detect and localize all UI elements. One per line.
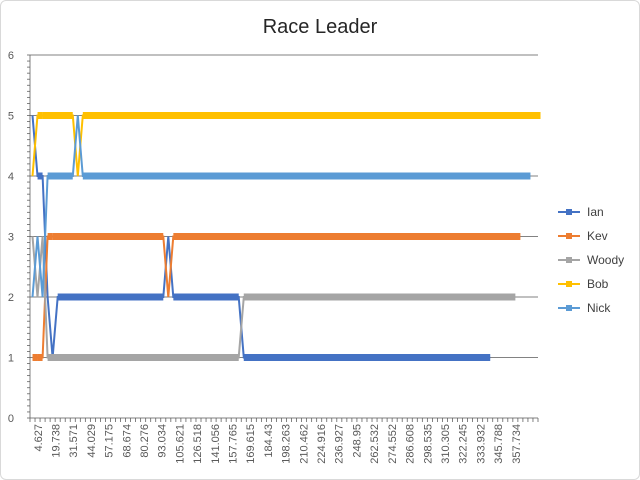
x-tick-label: 310.305 <box>440 424 452 464</box>
x-tick-label: 57.175 <box>104 424 116 458</box>
x-tick-label: 248.95 <box>351 424 363 458</box>
x-tick-label: 68.674 <box>121 424 133 458</box>
gridlines <box>30 54 538 358</box>
legend-marker-bob <box>566 281 572 287</box>
series-line-bob <box>31 114 541 177</box>
series-line-nick <box>31 115 531 298</box>
x-tick-label: 236.927 <box>334 424 346 464</box>
x-tick-label: 31.571 <box>68 424 80 458</box>
chart-title: Race Leader <box>263 16 378 38</box>
x-tick-label: 126.518 <box>192 424 204 464</box>
x-tick-label: 198.263 <box>281 424 293 464</box>
legend: Ian Kev Woody Bob Nick <box>558 205 624 315</box>
y-tick-label: 0 <box>8 413 14 425</box>
y-tick-label: 4 <box>8 171 14 183</box>
series-ian <box>31 115 491 361</box>
legend-label-nick: Nick <box>587 301 611 315</box>
series-woody <box>31 236 516 361</box>
x-tick-label: 157.765 <box>228 424 240 464</box>
y-tick-label: 6 <box>8 50 14 62</box>
legend-marker-nick <box>566 305 572 311</box>
legend-label-kev: Kev <box>587 229 608 243</box>
x-tick-label: 357.734 <box>511 424 523 464</box>
legend-label-woody: Woody <box>587 253 624 267</box>
x-tick-label: 141.056 <box>210 424 222 464</box>
legend-marker-kev <box>566 233 572 239</box>
y-tick-label: 3 <box>8 232 14 244</box>
legend-label-ian: Ian <box>587 205 604 219</box>
x-tick-label: 298.535 <box>422 424 434 464</box>
series-bob <box>31 112 541 177</box>
series-lines <box>31 112 541 361</box>
x-tick-label: 274.552 <box>387 424 399 464</box>
legend-marker-woody <box>566 257 572 263</box>
y-tick-label: 2 <box>8 292 14 304</box>
x-tick-label: 333.932 <box>475 424 487 464</box>
x-axis: 4.627 19.738 31.571 44.029 57.175 68.674 80.27… <box>27 54 539 464</box>
x-tick-label: 262.532 <box>369 424 381 464</box>
x-tick-label: 105.621 <box>174 424 186 464</box>
x-tick-label: 93.034 <box>157 424 169 458</box>
x-tick-label: 19.738 <box>51 424 63 458</box>
x-tick-label: 44.029 <box>86 424 98 458</box>
x-tick-label: 286.608 <box>405 424 417 464</box>
x-tick-label: 80.276 <box>139 424 151 458</box>
x-tick-label: 210.462 <box>298 424 310 464</box>
series-kev <box>32 233 521 361</box>
series-nick <box>31 115 531 298</box>
x-tick-label: 169.615 <box>245 424 257 464</box>
x-tick-label: 224.916 <box>316 424 328 464</box>
x-tick-label: 322.245 <box>458 424 470 464</box>
x-tick-label: 4.627 <box>33 424 45 452</box>
y-tick-label: 5 <box>8 111 14 123</box>
y-axis-ticks: 0 1 2 3 4 5 6 <box>8 50 14 425</box>
x-tick-label: 345.788 <box>493 424 505 464</box>
legend-marker-ian <box>566 209 572 215</box>
x-tick-label: 184.43 <box>263 424 275 458</box>
y-tick-label: 1 <box>8 353 14 365</box>
legend-label-bob: Bob <box>587 277 609 291</box>
